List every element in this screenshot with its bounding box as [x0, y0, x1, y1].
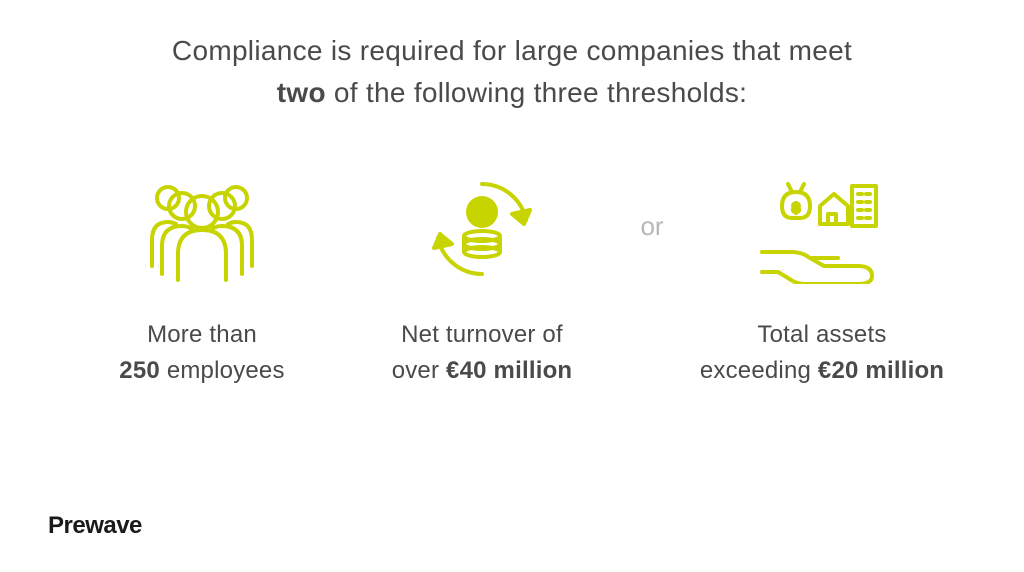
threshold-assets-caption: Total assets exceeding €20 million	[700, 317, 944, 389]
svg-text:$: $	[476, 202, 487, 224]
heading: Compliance is required for large compani…	[0, 0, 1024, 114]
caption-bold: €40 million	[446, 357, 572, 384]
people-group-icon	[132, 169, 272, 289]
caption-line1: Net turnover of	[401, 321, 563, 348]
coins-cycle-icon: $	[422, 169, 542, 289]
heading-line2-rest: of the following three thresholds:	[326, 77, 747, 108]
threshold-turnover: $ Net turnover of over €40 million	[342, 169, 622, 389]
or-separator: or	[622, 211, 682, 242]
threshold-employees-caption: More than 250 employees	[119, 317, 284, 389]
caption-bold: 250	[119, 357, 160, 384]
caption-prefix: over	[392, 357, 446, 384]
prewave-logo: Prewave	[48, 512, 142, 540]
caption-line1: More than	[147, 321, 257, 348]
caption-bold: €20 million	[818, 357, 944, 384]
threshold-assets: $ Total assets exce	[682, 169, 962, 389]
thresholds-row: More than 250 employees	[0, 169, 1024, 389]
caption-rest: employees	[160, 357, 285, 384]
threshold-employees: More than 250 employees	[62, 169, 342, 389]
caption-line1: Total assets	[757, 321, 886, 348]
heading-bold: two	[277, 77, 326, 108]
caption-prefix: exceeding	[700, 357, 818, 384]
heading-line1: Compliance is required for large compani…	[172, 35, 852, 66]
svg-text:$: $	[793, 201, 800, 215]
threshold-turnover-caption: Net turnover of over €40 million	[392, 317, 573, 389]
hand-assets-icon: $	[752, 169, 892, 289]
